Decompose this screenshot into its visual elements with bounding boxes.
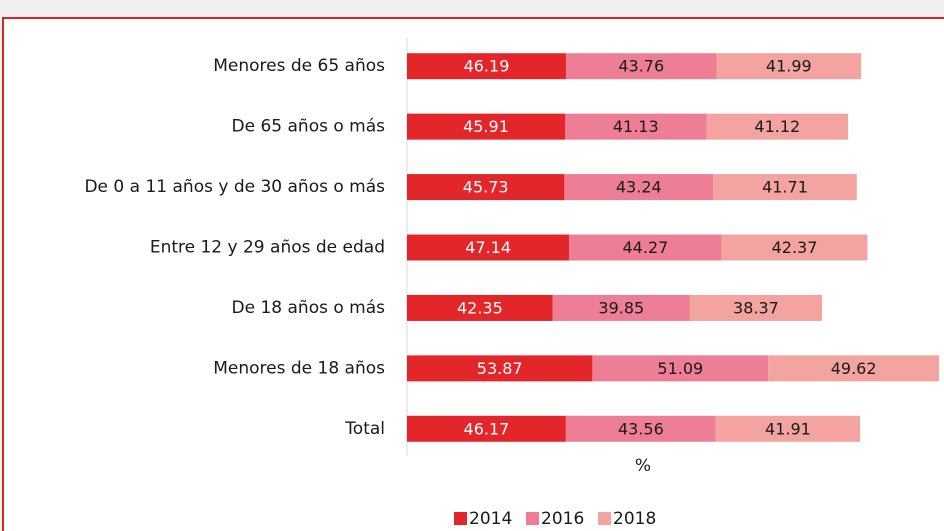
value-label: 46.19 [464, 57, 510, 76]
bar-segment [407, 234, 570, 261]
bar-segment [569, 234, 722, 261]
legend-swatch [454, 512, 467, 525]
value-label: 43.56 [618, 419, 664, 438]
value-label: 43.24 [616, 178, 662, 197]
bar-segment [689, 294, 822, 321]
value-label: 46.17 [464, 419, 510, 438]
bar-segment [565, 113, 707, 140]
bar-segment [715, 415, 861, 442]
category-label: Total [344, 419, 385, 439]
value-label: 44.27 [623, 238, 669, 257]
bar-segment [565, 415, 716, 442]
value-label: 51.09 [657, 359, 703, 378]
value-label: 41.12 [754, 117, 800, 136]
bar-segment [565, 53, 717, 80]
bar-segment [407, 113, 566, 140]
bar-segment [407, 294, 553, 321]
legend-label: 2016 [541, 509, 584, 529]
bar-segment [592, 355, 769, 382]
value-label: 41.91 [765, 419, 811, 438]
legend-swatch [598, 512, 611, 525]
bar-segment [564, 174, 714, 201]
value-label: 45.91 [463, 117, 509, 136]
bar-segment [721, 234, 868, 261]
x-axis-label: % [635, 456, 651, 476]
bar-segment [407, 174, 565, 201]
value-label: 53.87 [477, 359, 523, 378]
value-label: 41.13 [613, 117, 659, 136]
bar-segment [407, 355, 593, 382]
panel [2, 17, 944, 531]
value-label: 43.76 [618, 57, 664, 76]
value-label: 45.73 [463, 178, 509, 197]
value-label: 41.99 [766, 57, 812, 76]
value-label: 47.14 [465, 238, 511, 257]
category-label: De 65 años o más [232, 117, 386, 137]
value-label: 39.85 [598, 298, 644, 317]
category-label: Menores de 65 años [213, 56, 385, 76]
category-label: De 0 a 11 años y de 30 años o más [84, 177, 385, 197]
legend-label: 2018 [613, 509, 656, 529]
bar-segment [407, 415, 566, 442]
legend-label: 2014 [469, 509, 512, 529]
bar-segment [716, 53, 862, 80]
value-label: 49.62 [831, 359, 877, 378]
bar-segment [552, 294, 690, 321]
value-label: 42.37 [772, 238, 818, 257]
bar-segment [706, 113, 849, 140]
value-label: 38.37 [733, 298, 779, 317]
bar-segment [713, 174, 857, 201]
category-label: Entre 12 y 29 años de edad [150, 238, 385, 258]
value-label: 42.35 [457, 298, 503, 317]
category-label: Menores de 18 años [213, 358, 385, 378]
bar-segment [768, 355, 939, 382]
bar-segment [407, 53, 566, 80]
legend-swatch [526, 512, 539, 525]
category-label: De 18 años o más [232, 298, 386, 318]
value-label: 41.71 [762, 178, 808, 197]
